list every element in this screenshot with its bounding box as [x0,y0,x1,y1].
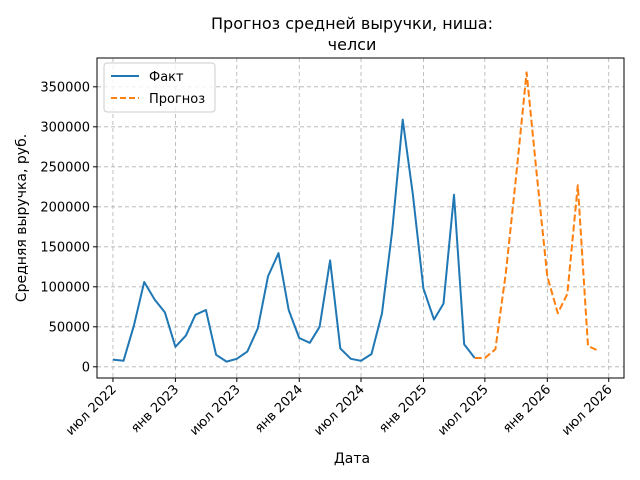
series-line-fact [112,118,476,363]
y-tick-label: 250000 [40,160,90,175]
y-axis: 0 50000 100000 150000 200000 250000 300000 3500… [40,80,97,375]
y-tick-label: 150000 [40,240,90,255]
legend: Факт Прогноз [103,62,216,113]
y-axis-label: Средняя выручка, руб. [14,134,30,302]
plot-frame [96,57,625,379]
y-tick-label: 350000 [40,80,90,95]
chart-title-line2: челси [328,35,377,54]
chart-title-line1: Прогноз средней выручки, ниша: [211,14,493,33]
legend-label-forecast: Прогноз [149,92,205,107]
y-tick-label: 50000 [49,320,90,335]
y-tick-label: 300000 [40,120,90,135]
x-axis-label: Дата [334,451,370,467]
series-layer [112,71,599,363]
series-line-forecast [474,71,599,359]
y-tick-label: 100000 [40,280,90,295]
legend-label-fact: Факт [149,70,184,85]
y-tick-label: 200000 [40,200,90,215]
y-tick-label: 0 [82,360,90,375]
